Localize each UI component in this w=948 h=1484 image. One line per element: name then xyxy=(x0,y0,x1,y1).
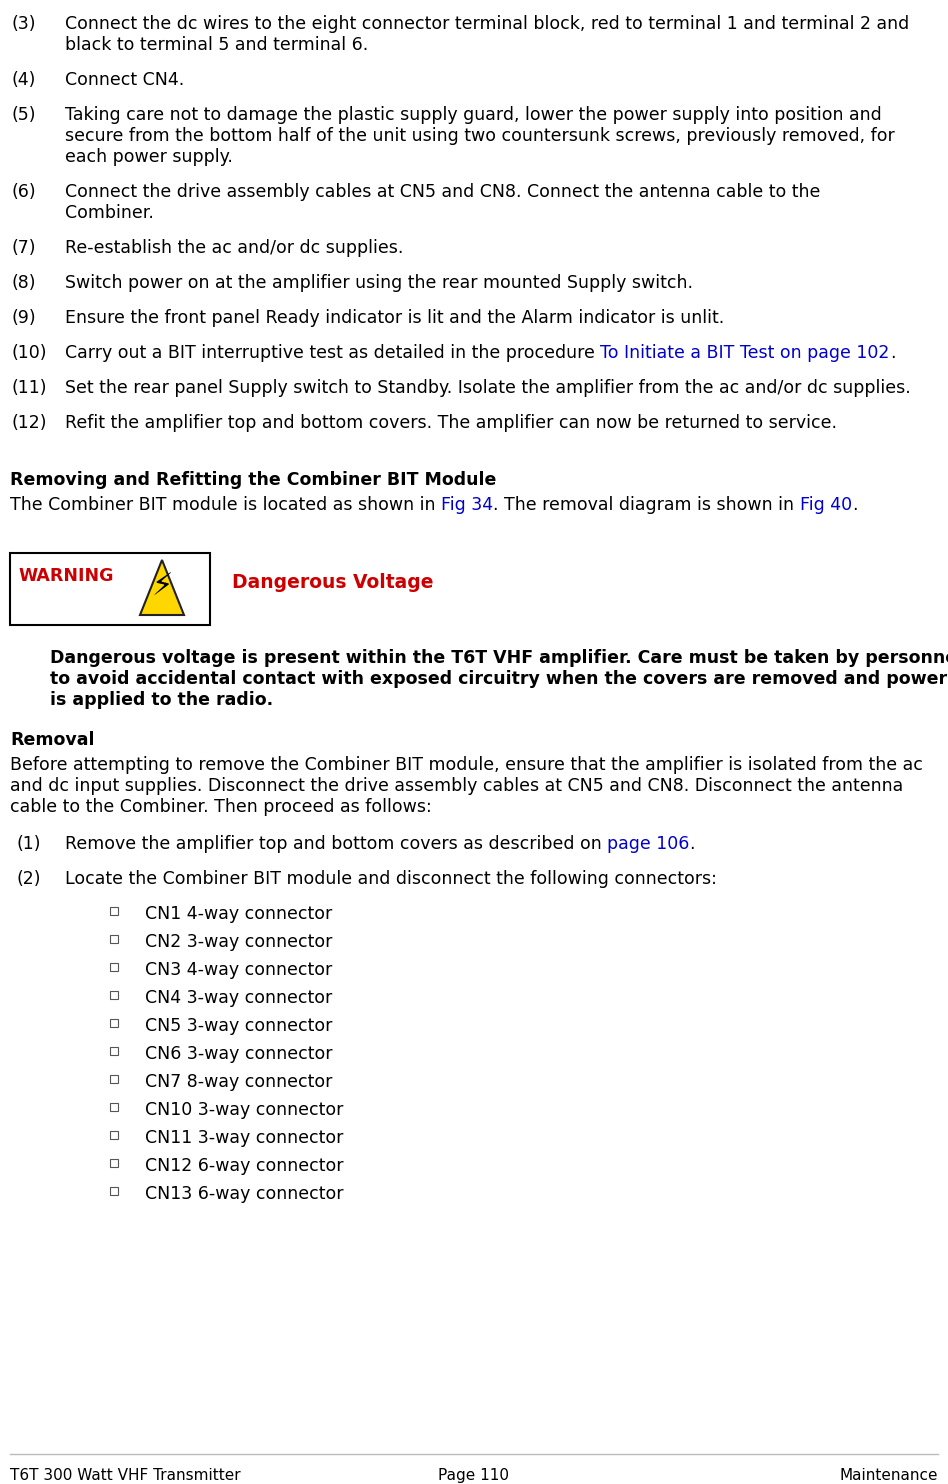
Text: Maintenance: Maintenance xyxy=(840,1468,938,1483)
Text: CN3 4-way connector: CN3 4-way connector xyxy=(145,962,332,979)
Text: WARNING: WARNING xyxy=(18,567,114,585)
Text: (11): (11) xyxy=(12,378,47,398)
Text: cable to the Combiner. Then proceed as follows:: cable to the Combiner. Then proceed as f… xyxy=(10,798,431,816)
Text: (7): (7) xyxy=(12,239,37,257)
Text: Carry out a BIT interruptive test as detailed in the procedure: Carry out a BIT interruptive test as det… xyxy=(65,344,600,362)
Text: ⚡: ⚡ xyxy=(152,571,173,601)
Text: Fig 34: Fig 34 xyxy=(441,496,493,513)
Text: Dangerous Voltage: Dangerous Voltage xyxy=(232,573,433,592)
Text: T6T 300 Watt VHF Transmitter: T6T 300 Watt VHF Transmitter xyxy=(10,1468,241,1483)
Text: .: . xyxy=(890,344,895,362)
FancyBboxPatch shape xyxy=(110,1131,118,1140)
Text: Page 110: Page 110 xyxy=(439,1468,509,1483)
Text: (1): (1) xyxy=(16,835,41,853)
FancyBboxPatch shape xyxy=(110,1187,118,1195)
FancyBboxPatch shape xyxy=(110,991,118,999)
FancyBboxPatch shape xyxy=(110,935,118,942)
Text: CN13 6-way connector: CN13 6-way connector xyxy=(145,1186,343,1204)
FancyBboxPatch shape xyxy=(110,1103,118,1112)
Text: Set the rear panel Supply switch to Standby. Isolate the amplifier from the ac a: Set the rear panel Supply switch to Stan… xyxy=(65,378,911,398)
Text: Remove the amplifier top and bottom covers as described on: Remove the amplifier top and bottom cove… xyxy=(65,835,608,853)
Text: Locate the Combiner BIT module and disconnect the following connectors:: Locate the Combiner BIT module and disco… xyxy=(65,870,717,887)
Text: each power supply.: each power supply. xyxy=(65,148,233,166)
Text: Combiner.: Combiner. xyxy=(65,203,154,223)
Text: (5): (5) xyxy=(12,105,37,125)
Text: Removal: Removal xyxy=(10,732,95,749)
FancyBboxPatch shape xyxy=(110,907,118,916)
FancyBboxPatch shape xyxy=(110,1074,118,1083)
FancyBboxPatch shape xyxy=(10,554,210,625)
Text: Connect CN4.: Connect CN4. xyxy=(65,71,184,89)
Text: black to terminal 5 and terminal 6.: black to terminal 5 and terminal 6. xyxy=(65,36,368,53)
Text: Re-establish the ac and/or dc supplies.: Re-establish the ac and/or dc supplies. xyxy=(65,239,404,257)
Text: To Initiate a BIT Test on page 102: To Initiate a BIT Test on page 102 xyxy=(600,344,890,362)
Text: CN5 3-way connector: CN5 3-way connector xyxy=(145,1017,333,1034)
Text: Dangerous voltage is present within the T6T VHF amplifier. Care must be taken by: Dangerous voltage is present within the … xyxy=(50,649,948,666)
Text: Connect the dc wires to the eight connector terminal block, red to terminal 1 an: Connect the dc wires to the eight connec… xyxy=(65,15,909,33)
Text: CN4 3-way connector: CN4 3-way connector xyxy=(145,988,332,1008)
Text: Removing and Refitting the Combiner BIT Module: Removing and Refitting the Combiner BIT … xyxy=(10,470,497,490)
Text: to avoid accidental contact with exposed circuitry when the covers are removed a: to avoid accidental contact with exposed… xyxy=(50,669,947,689)
FancyBboxPatch shape xyxy=(110,963,118,971)
Text: (3): (3) xyxy=(12,15,37,33)
FancyBboxPatch shape xyxy=(110,1159,118,1166)
FancyBboxPatch shape xyxy=(110,1048,118,1055)
Text: .: . xyxy=(689,835,695,853)
Text: .: . xyxy=(851,496,857,513)
Text: and dc input supplies. Disconnect the drive assembly cables at CN5 and CN8. Disc: and dc input supplies. Disconnect the dr… xyxy=(10,778,903,795)
Text: (10): (10) xyxy=(12,344,47,362)
Text: Connect the drive assembly cables at CN5 and CN8. Connect the antenna cable to t: Connect the drive assembly cables at CN5… xyxy=(65,183,820,200)
Text: CN10 3-way connector: CN10 3-way connector xyxy=(145,1101,343,1119)
Text: Ensure the front panel Ready indicator is lit and the Alarm indicator is unlit.: Ensure the front panel Ready indicator i… xyxy=(65,309,724,326)
Text: Fig 40: Fig 40 xyxy=(799,496,851,513)
Text: Before attempting to remove the Combiner BIT module, ensure that the amplifier i: Before attempting to remove the Combiner… xyxy=(10,755,922,775)
Text: (12): (12) xyxy=(12,414,47,432)
FancyBboxPatch shape xyxy=(110,1020,118,1027)
Text: (2): (2) xyxy=(16,870,41,887)
Text: Switch power on at the amplifier using the rear mounted Supply switch.: Switch power on at the amplifier using t… xyxy=(65,275,693,292)
Text: (6): (6) xyxy=(12,183,37,200)
Text: CN12 6-way connector: CN12 6-way connector xyxy=(145,1158,343,1175)
Text: (9): (9) xyxy=(12,309,37,326)
Text: CN2 3-way connector: CN2 3-way connector xyxy=(145,933,333,951)
Text: The Combiner BIT module is located as shown in: The Combiner BIT module is located as sh… xyxy=(10,496,441,513)
Text: CN1 4-way connector: CN1 4-way connector xyxy=(145,905,332,923)
Polygon shape xyxy=(140,559,184,614)
Text: . The removal diagram is shown in: . The removal diagram is shown in xyxy=(493,496,799,513)
Text: CN7 8-way connector: CN7 8-way connector xyxy=(145,1073,333,1091)
Text: secure from the bottom half of the unit using two countersunk screws, previously: secure from the bottom half of the unit … xyxy=(65,128,895,145)
Text: page 106: page 106 xyxy=(608,835,689,853)
Text: (4): (4) xyxy=(12,71,36,89)
Text: CN11 3-way connector: CN11 3-way connector xyxy=(145,1129,343,1147)
Text: is applied to the radio.: is applied to the radio. xyxy=(50,692,273,709)
Text: Refit the amplifier top and bottom covers. The amplifier can now be returned to : Refit the amplifier top and bottom cover… xyxy=(65,414,837,432)
Text: Taking care not to damage the plastic supply guard, lower the power supply into : Taking care not to damage the plastic su… xyxy=(65,105,882,125)
Text: (8): (8) xyxy=(12,275,37,292)
Text: CN6 3-way connector: CN6 3-way connector xyxy=(145,1045,333,1063)
